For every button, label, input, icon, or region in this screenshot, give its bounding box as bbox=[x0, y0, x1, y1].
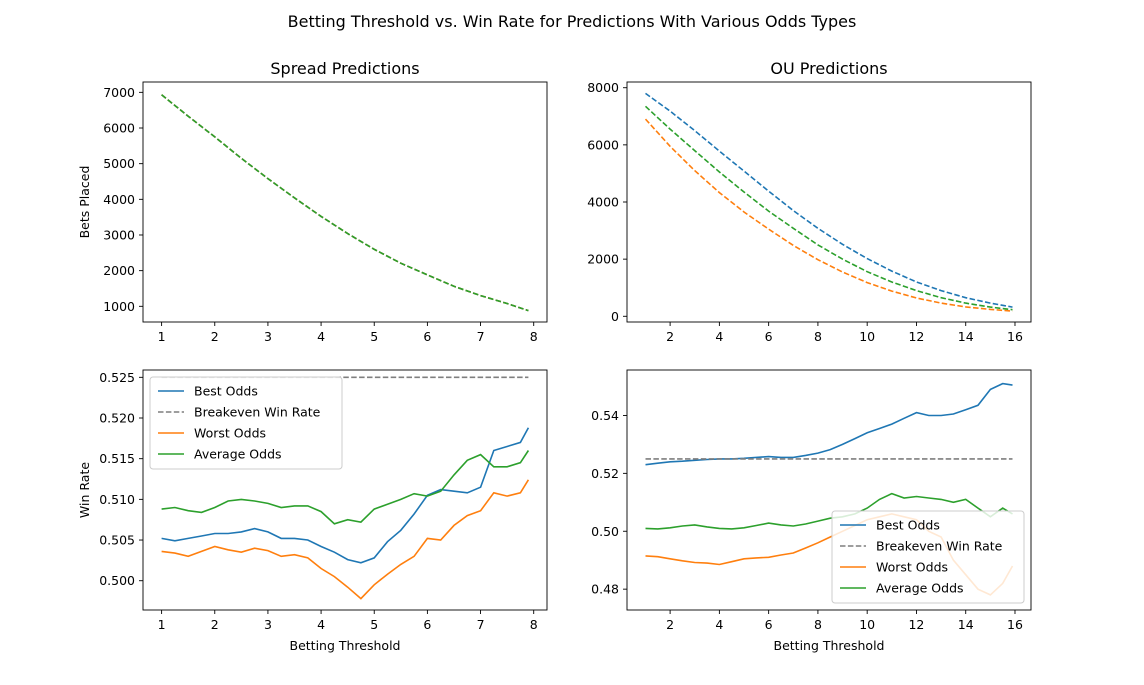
y-tick-label: 0.54 bbox=[591, 408, 619, 423]
legend-label-average: Average Odds bbox=[194, 447, 282, 462]
y-tick-label: 0.520 bbox=[99, 411, 135, 426]
x-tick-label: 3 bbox=[264, 329, 272, 344]
x-tick-label: 3 bbox=[264, 617, 272, 632]
series-line-best bbox=[645, 92, 1013, 308]
x-tick-label: 8 bbox=[530, 329, 538, 344]
y-tick-label: 5000 bbox=[103, 156, 135, 171]
series-line-average bbox=[161, 94, 529, 312]
figure-title: Betting Threshold vs. Win Rate for Predi… bbox=[288, 12, 857, 31]
y-tick-label: 0.500 bbox=[99, 573, 135, 588]
y-tick-label: 0.50 bbox=[591, 524, 619, 539]
x-tick-label: 4 bbox=[317, 617, 325, 632]
y-axis-label: Win Rate bbox=[77, 462, 92, 518]
legend-label-average: Average Odds bbox=[876, 581, 964, 596]
x-tick-label: 1 bbox=[158, 617, 166, 632]
legend-label-worst: Worst Odds bbox=[876, 560, 948, 575]
chart-panel-ou-winrate: 2 4 6 8 10 12 14 16 0.48 0.50 0.52 0.54 Betting Thre… bbox=[591, 369, 1032, 653]
x-tick-label: 8 bbox=[814, 617, 822, 632]
x-tick-label: 10 bbox=[859, 329, 875, 344]
x-tick-label: 12 bbox=[908, 329, 924, 344]
series-line-best bbox=[645, 382, 1013, 466]
legend-box bbox=[149, 376, 343, 470]
x-tick-label: 8 bbox=[530, 617, 538, 632]
x-tick-label: 2 bbox=[211, 329, 219, 344]
x-tick-label: 6 bbox=[765, 617, 773, 632]
x-tick-label: 8 bbox=[814, 329, 822, 344]
y-tick-label: 0.515 bbox=[99, 451, 135, 466]
y-tick-label: 1000 bbox=[103, 299, 135, 314]
series-line-worst bbox=[644, 118, 1013, 312]
legend-label-best: Best Odds bbox=[194, 384, 258, 399]
y-tick-label: 0.505 bbox=[99, 533, 135, 548]
x-tick-label: 16 bbox=[1007, 617, 1023, 632]
x-axis-label: Betting Threshold bbox=[774, 638, 885, 653]
legend-box bbox=[831, 510, 1025, 604]
chart-panel-ou-bets: 2 4 6 8 10 12 14 16 0 2000 4000 6000 8000 OU Predicti… bbox=[587, 59, 1032, 344]
y-tick-label: 4000 bbox=[103, 192, 135, 207]
legend-label-breakeven: Breakeven Win Rate bbox=[194, 405, 321, 420]
y-tick-label: 0 bbox=[611, 309, 619, 324]
legend-label-breakeven: Breakeven Win Rate bbox=[876, 539, 1003, 554]
chart-title: OU Predictions bbox=[770, 59, 887, 78]
x-tick-label: 2 bbox=[666, 617, 674, 632]
axes-frame bbox=[626, 81, 1032, 323]
x-tick-label: 4 bbox=[715, 617, 723, 632]
x-tick-label: 6 bbox=[423, 617, 431, 632]
y-tick-label: 2000 bbox=[103, 263, 135, 278]
x-tick-label: 16 bbox=[1007, 329, 1023, 344]
axes-frame bbox=[142, 81, 548, 323]
x-tick-label: 5 bbox=[370, 617, 378, 632]
series-line-worst bbox=[161, 94, 529, 312]
x-tick-label: 7 bbox=[477, 617, 485, 632]
axes-frame bbox=[142, 369, 548, 611]
y-tick-label: 0.510 bbox=[99, 492, 135, 507]
x-tick-label: 12 bbox=[908, 617, 924, 632]
legend: Best Odds Breakeven Win Rate Worst Odds Ave… bbox=[831, 510, 1025, 604]
x-tick-label: 14 bbox=[958, 617, 974, 632]
y-tick-label: 0.48 bbox=[591, 582, 619, 597]
x-tick-label: 10 bbox=[859, 617, 875, 632]
x-tick-label: 14 bbox=[958, 329, 974, 344]
y-tick-label: 0.52 bbox=[591, 466, 619, 481]
series-line-best bbox=[161, 427, 530, 564]
legend-label-worst: Worst Odds bbox=[194, 426, 266, 441]
y-tick-label: 3000 bbox=[103, 227, 135, 242]
chart-panel-spread-winrate: 1 2 3 4 5 6 7 8 0.500 0.505 0.510 0.515 0.520 0.525 Be… bbox=[77, 369, 548, 653]
x-tick-label: 7 bbox=[477, 329, 485, 344]
x-tick-label: 5 bbox=[370, 329, 378, 344]
x-tick-label: 4 bbox=[317, 329, 325, 344]
x-tick-label: 2 bbox=[211, 617, 219, 632]
y-tick-label: 0.525 bbox=[99, 370, 135, 385]
series-line-average bbox=[644, 105, 1013, 311]
x-tick-label: 6 bbox=[765, 329, 773, 344]
series-line-average bbox=[645, 492, 1013, 530]
legend-label-best: Best Odds bbox=[876, 518, 940, 533]
axes-frame bbox=[626, 369, 1032, 611]
x-tick-label: 4 bbox=[715, 329, 723, 344]
series-line-worst bbox=[161, 479, 530, 600]
y-tick-label: 7000 bbox=[103, 85, 135, 100]
x-tick-label: 6 bbox=[423, 329, 431, 344]
y-tick-label: 2000 bbox=[587, 252, 619, 267]
chart-panel-spread-bets: 1 2 3 4 5 6 7 8 1000 2000 3000 4000 5000 6000 7000 Spre… bbox=[77, 59, 548, 344]
x-axis-label: Betting Threshold bbox=[290, 638, 401, 653]
series-line-best bbox=[161, 94, 529, 312]
x-tick-label: 2 bbox=[666, 329, 674, 344]
y-axis-label: Bets Placed bbox=[77, 166, 92, 239]
y-tick-label: 8000 bbox=[587, 80, 619, 95]
legend: Best Odds Breakeven Win Rate Worst Odds Ave… bbox=[149, 376, 343, 470]
chart-title: Spread Predictions bbox=[270, 59, 419, 78]
y-tick-label: 6000 bbox=[587, 137, 619, 152]
y-tick-label: 4000 bbox=[587, 195, 619, 210]
x-tick-label: 1 bbox=[158, 329, 166, 344]
y-tick-label: 6000 bbox=[103, 121, 135, 136]
series-line-average bbox=[161, 450, 530, 525]
